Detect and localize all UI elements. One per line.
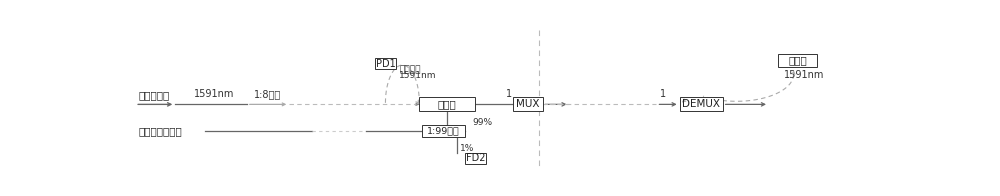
Text: 监测光信号: 监测光信号 [138, 90, 170, 100]
FancyBboxPatch shape [375, 58, 396, 69]
Text: 1591nm: 1591nm [194, 89, 234, 99]
Text: 1:99分光: 1:99分光 [427, 127, 460, 136]
FancyBboxPatch shape [419, 97, 475, 111]
Text: 1: 1 [660, 89, 666, 99]
Text: 反射回的: 反射回的 [399, 65, 421, 74]
Text: 99%: 99% [472, 118, 493, 127]
Text: 数据业务光信号: 数据业务光信号 [138, 126, 182, 136]
FancyBboxPatch shape [680, 97, 723, 111]
FancyBboxPatch shape [778, 54, 817, 67]
Text: 反射器: 反射器 [788, 55, 807, 65]
Text: DEMUX: DEMUX [682, 99, 720, 109]
Text: 1:8分光: 1:8分光 [254, 89, 281, 99]
Text: 环型器: 环型器 [438, 99, 456, 109]
Text: MUX: MUX [516, 99, 540, 109]
FancyBboxPatch shape [513, 97, 543, 111]
Text: 1%: 1% [460, 144, 475, 153]
Text: 1591nm: 1591nm [399, 71, 437, 80]
FancyBboxPatch shape [465, 153, 486, 164]
Text: 1: 1 [506, 89, 512, 99]
Text: PD1: PD1 [376, 59, 395, 69]
Text: FD2: FD2 [466, 153, 485, 163]
Text: 1591nm: 1591nm [784, 71, 825, 81]
FancyBboxPatch shape [422, 125, 465, 137]
